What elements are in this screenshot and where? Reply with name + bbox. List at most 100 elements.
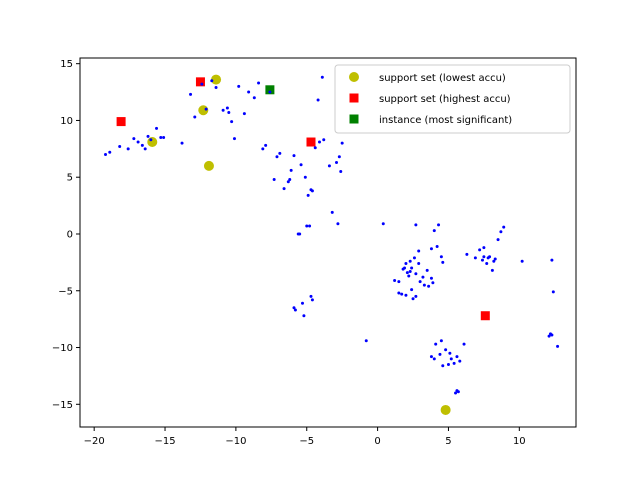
data-point	[108, 150, 112, 154]
data-point	[520, 259, 524, 263]
data-point	[429, 276, 433, 280]
legend-label-1: support set (lowest accu)	[379, 73, 506, 84]
x-tick-label: 10	[513, 436, 526, 447]
data-point	[434, 342, 438, 346]
data-point	[200, 82, 204, 86]
data-point	[439, 255, 443, 259]
data-point	[261, 147, 265, 151]
data-point	[456, 390, 460, 394]
data-point	[493, 257, 497, 261]
data-point	[118, 145, 122, 149]
data-point	[339, 170, 343, 174]
x-tick-label: −20	[84, 436, 105, 447]
data-point	[293, 308, 297, 312]
data-point	[232, 137, 236, 141]
data-point	[104, 153, 108, 157]
data-point	[422, 283, 426, 287]
legend-marker-2	[349, 93, 359, 103]
data-point	[454, 391, 458, 395]
data-point	[278, 151, 282, 155]
data-point	[421, 275, 425, 279]
series-2-marker	[116, 117, 126, 127]
data-point	[414, 223, 418, 227]
x-tick-label: −15	[154, 436, 175, 447]
data-point	[275, 155, 279, 159]
data-point	[485, 262, 489, 266]
data-point	[435, 244, 439, 248]
data-point	[237, 84, 241, 88]
data-point	[414, 272, 418, 276]
data-point	[486, 256, 490, 260]
data-point	[551, 290, 555, 294]
data-point	[272, 177, 276, 181]
data-point	[412, 256, 416, 260]
series-3-marker	[265, 85, 275, 95]
data-point	[308, 224, 312, 228]
data-point	[322, 138, 326, 142]
data-point	[292, 154, 296, 158]
data-point	[336, 222, 340, 226]
data-point	[393, 279, 397, 283]
data-point	[155, 126, 159, 130]
data-point	[490, 268, 494, 272]
data-point	[482, 255, 486, 259]
legend-label-2: support set (highest accu)	[379, 94, 511, 105]
data-point	[143, 147, 147, 151]
y-tick-label: 5	[67, 173, 73, 184]
data-point	[431, 281, 435, 285]
data-point	[309, 294, 313, 298]
data-point	[247, 90, 251, 94]
data-point	[427, 284, 431, 288]
data-point	[146, 134, 150, 138]
data-point	[310, 298, 314, 302]
data-point	[473, 256, 477, 260]
data-point	[446, 363, 450, 367]
data-point	[257, 81, 261, 85]
data-point	[159, 135, 163, 139]
data-point	[432, 357, 436, 361]
data-point	[448, 351, 452, 355]
data-point	[417, 262, 421, 266]
data-point	[302, 314, 306, 318]
y-tick-label: 10	[60, 116, 73, 127]
ticks-layer: −20 −15 −10 −5 0 5 10 −15 −10 −5 0 5 10 15	[52, 59, 526, 447]
data-point	[548, 332, 552, 336]
data-point	[556, 344, 560, 348]
data-point	[414, 294, 418, 298]
data-point	[126, 147, 130, 151]
legend: support set (lowest accu) support set (hi…	[334, 64, 571, 134]
x-tick-label: 5	[445, 436, 451, 447]
data-point	[306, 193, 310, 197]
data-point	[136, 140, 140, 144]
data-point	[408, 269, 412, 273]
data-point	[316, 98, 320, 102]
data-point	[140, 143, 144, 147]
data-point	[418, 280, 422, 284]
data-point	[449, 357, 453, 361]
data-point	[452, 361, 456, 365]
data-point	[309, 188, 313, 192]
data-point	[429, 355, 433, 359]
data-point	[303, 175, 307, 179]
data-point	[252, 96, 256, 100]
data-point	[404, 262, 408, 266]
y-tick-label: 15	[60, 59, 73, 70]
data-point	[288, 177, 292, 181]
data-point	[193, 115, 197, 119]
data-point	[480, 258, 484, 262]
data-point	[292, 306, 296, 310]
legend-label-3: instance (most significant)	[379, 115, 512, 126]
data-point	[432, 229, 436, 233]
series-1-marker	[203, 160, 214, 171]
data-point	[502, 225, 506, 229]
data-point	[204, 107, 208, 111]
data-point	[214, 86, 218, 90]
data-point	[458, 359, 462, 363]
data-point	[305, 224, 309, 228]
data-point	[227, 110, 231, 114]
data-point	[407, 274, 411, 278]
data-point	[438, 352, 442, 356]
data-point	[400, 292, 404, 296]
data-point	[286, 180, 290, 184]
